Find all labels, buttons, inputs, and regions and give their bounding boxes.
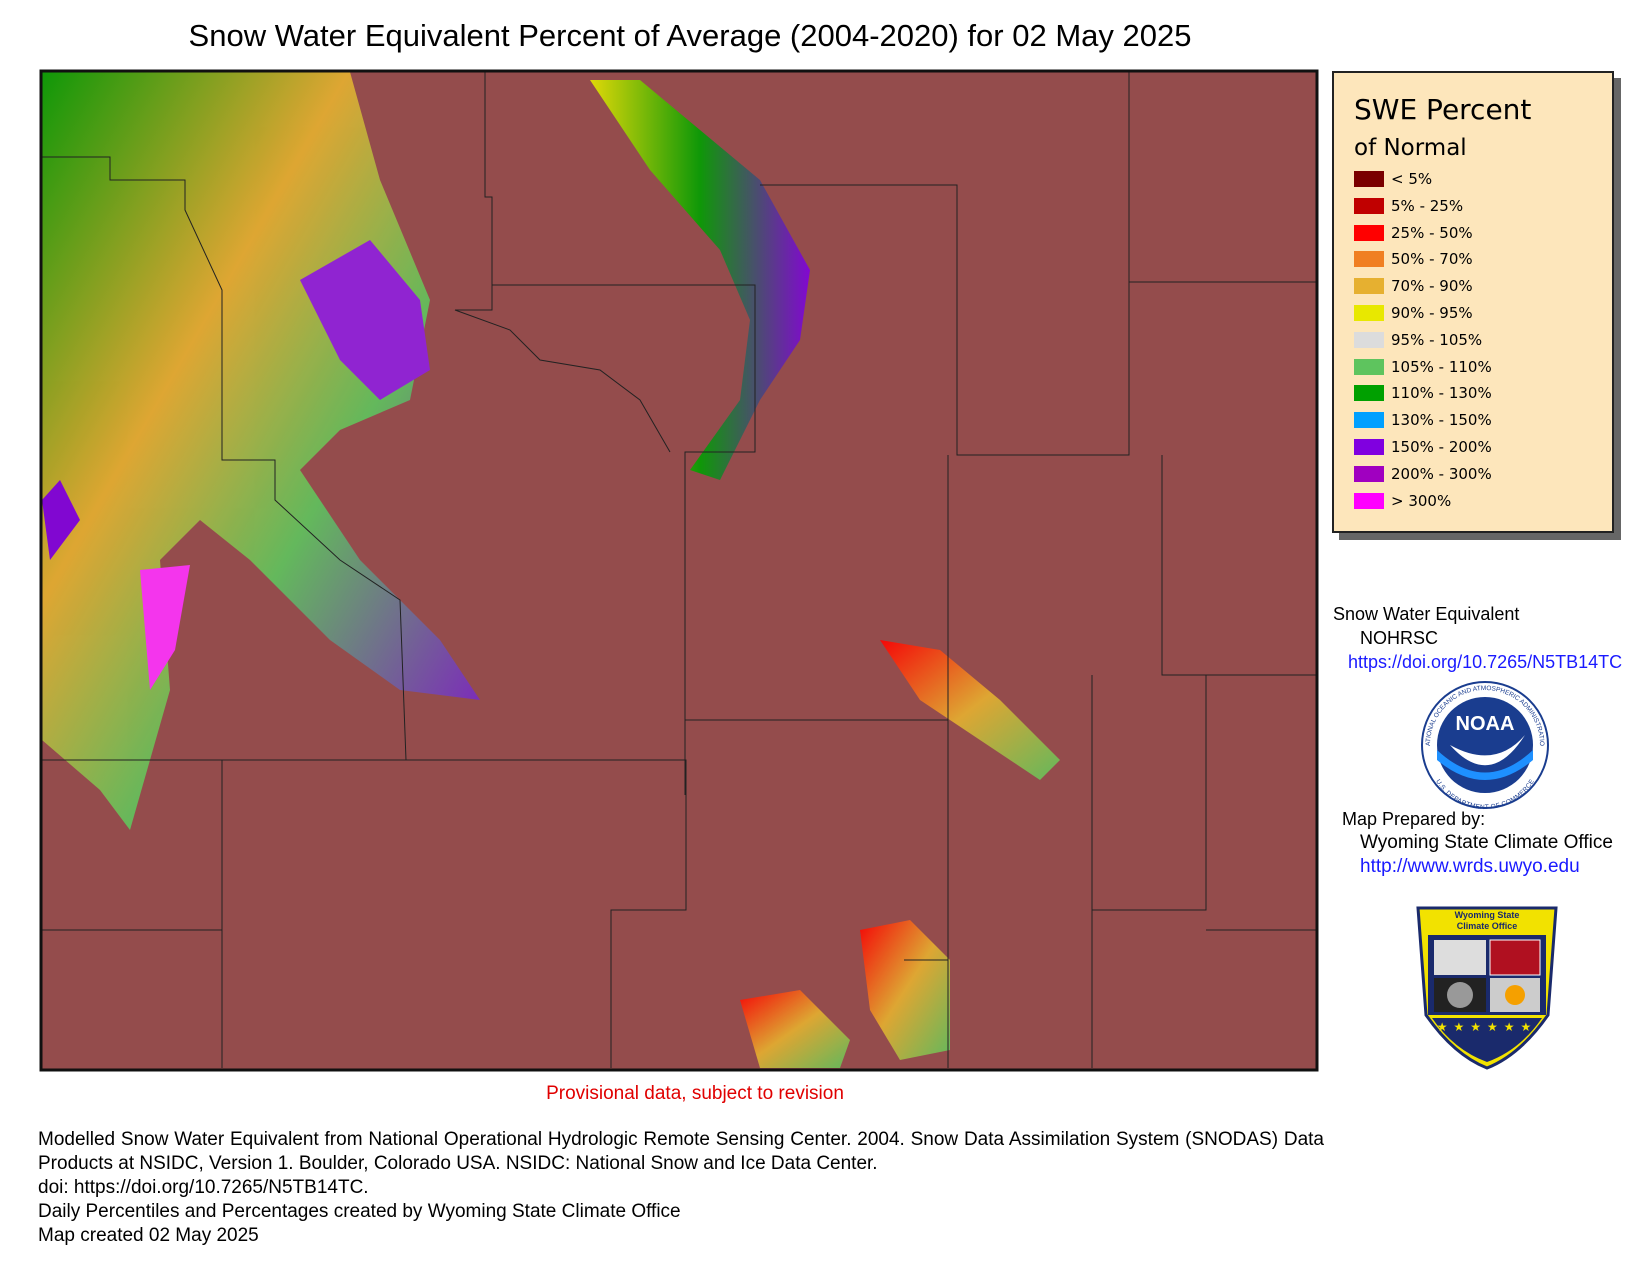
county-lines — [42, 71, 1317, 1068]
county-line — [1091, 675, 1317, 1068]
snow-area — [880, 640, 1060, 780]
legend-label: 5% - 25% — [1391, 196, 1464, 215]
legend-swatch — [1354, 171, 1384, 187]
legend-label: < 5% — [1391, 170, 1433, 188]
shield-quadrant — [1434, 940, 1486, 975]
county-line — [406, 759, 687, 1068]
footer-line: Daily Percentiles and Percentages create… — [38, 1201, 681, 1222]
source-org: NOHRSC — [1360, 628, 1439, 648]
logo-wave — [1437, 750, 1533, 780]
legend-label: 70% - 90% — [1391, 277, 1473, 296]
shield-flag — [1489, 939, 1541, 976]
legend-swatch — [1354, 439, 1384, 455]
legend-swatch — [1354, 224, 1384, 241]
legend-swatch — [1354, 412, 1384, 429]
county-line — [42, 760, 223, 1068]
snow-area — [140, 565, 190, 690]
legend-swatch — [1354, 385, 1384, 402]
county-line — [684, 720, 948, 961]
prepared-label: Map Prepared by: — [1342, 809, 1486, 829]
county-line — [484, 71, 949, 1068]
legend-swatch — [1354, 465, 1384, 482]
shield-base — [1432, 1018, 1542, 1062]
shield-moon — [1447, 982, 1473, 1008]
legend-label: 130% - 150% — [1391, 411, 1492, 430]
legend-label: 25% - 50% — [1391, 223, 1473, 242]
footer-line: doi: https://doi.org/10.7265/N5TB14TC. — [38, 1177, 369, 1198]
county-line — [42, 156, 407, 761]
legend-swatch — [1354, 331, 1384, 348]
legend-swatch — [1354, 305, 1384, 321]
snow-areas — [42, 72, 1060, 1068]
legend: SWE Percent of Normal < 5% 5% - 25% 25% - … — [1332, 71, 1614, 533]
footer: Modelled Snow Water Equivalent from Nati… — [38, 1128, 1324, 1248]
legend-swatch — [1354, 251, 1384, 268]
legend-label: 95% - 105% — [1391, 330, 1483, 349]
map-title: Snow Water Equivalent Percent of Average… — [188, 18, 1192, 53]
footer-line: Map created 02 May 2025 — [38, 1225, 259, 1246]
legend-title: SWE Percent — [1354, 93, 1532, 126]
source-link[interactable]: https://doi.org/10.7265/N5TB14TC — [1348, 652, 1623, 672]
county-line — [760, 71, 1130, 456]
legend-swatch — [1354, 492, 1384, 509]
snow-area — [42, 480, 80, 560]
legend-swatch — [1354, 278, 1384, 295]
footer-line: Modelled Snow Water Equivalent from Nati… — [38, 1129, 1324, 1174]
map-frame — [39, 69, 1319, 1072]
legend-label: 90% - 95% — [1391, 304, 1473, 322]
legend-label: 105% - 110% — [1391, 357, 1492, 376]
logo-gull — [1450, 735, 1525, 766]
shield-sun — [1505, 985, 1525, 1005]
wsco-logo: ★★★★★★ Wyoming State Climate Office — [1416, 906, 1558, 1070]
legend-label: 50% - 70% — [1391, 250, 1473, 269]
logo-text: NOAA — [1456, 713, 1515, 735]
legend-swatch — [1354, 358, 1384, 375]
source-title: Snow Water Equivalent — [1333, 604, 1520, 624]
legend-subtitle: of Normal — [1354, 135, 1467, 161]
legend-label: 150% - 200% — [1391, 438, 1492, 456]
shield-stars: ★★★★★★ — [1437, 1020, 1538, 1034]
legend-label: 200% - 300% — [1391, 464, 1492, 483]
logo-text: Climate Office — [1457, 921, 1518, 931]
county-line — [454, 285, 671, 453]
prepared-link[interactable]: http://www.wrds.uwyo.edu — [1360, 856, 1580, 877]
legend-label: > 300% — [1391, 491, 1452, 510]
snow-area — [300, 240, 430, 400]
legend-label: 110% - 130% — [1391, 384, 1492, 403]
county-line — [947, 281, 1317, 720]
snow-area — [860, 920, 950, 1060]
legend-swatch — [1354, 197, 1384, 214]
provisional-notice: Provisional data, subject to revision — [546, 1083, 844, 1104]
prepared-org: Wyoming State Climate Office — [1360, 832, 1613, 853]
logo-text: Wyoming State — [1455, 910, 1520, 920]
snow-area — [740, 990, 850, 1068]
